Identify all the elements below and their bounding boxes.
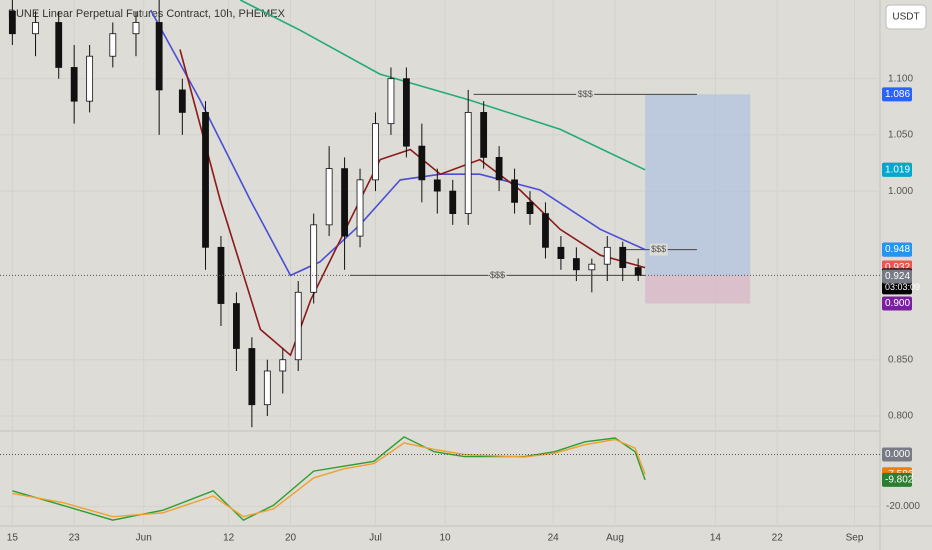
candle-body: [402, 78, 410, 147]
x-tick-label: Aug: [606, 533, 624, 544]
candle-body: [310, 224, 318, 293]
price-tag-label: 0.932: [885, 262, 910, 273]
level-label-bg: [488, 269, 507, 282]
price-tag-label: 1.019: [885, 164, 910, 175]
x-tick-label: 20: [285, 533, 297, 544]
candle-body: [263, 370, 271, 406]
price-tag-label: -9.802: [885, 475, 914, 486]
countdown: 03:03:09: [885, 282, 920, 292]
candle-body: [233, 303, 240, 349]
candle-body: [178, 89, 186, 113]
x-tick-label: 23: [69, 533, 81, 544]
candle-body: [155, 22, 163, 91]
level-label: $$$: [578, 89, 593, 99]
candle-body: [372, 123, 379, 181]
price-tag-label: 1.086: [885, 89, 910, 100]
candle-body: [217, 246, 225, 304]
price-tag: [882, 296, 912, 311]
candle-body: [86, 55, 94, 102]
x-tick-label: 22: [772, 533, 784, 544]
oscillator-line: [12, 436, 646, 521]
price-tag-label: 0.000: [885, 449, 910, 460]
candle-body: [588, 263, 596, 271]
price-tag: [882, 269, 912, 284]
y-tick-label: 1.100: [888, 73, 913, 84]
candle-body: [294, 291, 302, 361]
level-label: $$$: [490, 270, 505, 280]
x-tick-label: 10: [439, 533, 451, 544]
candle-body: [132, 22, 140, 35]
candle-body: [572, 258, 580, 271]
candle-body: [433, 179, 441, 192]
y-tick-label: 0.800: [888, 411, 913, 422]
candle-body: [603, 246, 611, 265]
y-tick-label: 1.000: [888, 186, 913, 197]
chart-title: RUNE Linear Perpetual Futures Contract, …: [8, 8, 286, 20]
level-label: $$$: [651, 244, 666, 254]
candle-body: [32, 22, 39, 35]
x-tick-label: 15: [7, 533, 19, 544]
candle-body: [356, 179, 364, 237]
price-tag: [882, 162, 912, 177]
candle-body: [55, 22, 63, 68]
candle-body: [8, 10, 16, 35]
candle-body: [619, 246, 627, 268]
oscillator-line: [12, 438, 646, 518]
price-tag: [882, 242, 912, 257]
candle-body: [495, 156, 503, 181]
candle-body: [387, 78, 395, 125]
level-label-bg: [576, 88, 595, 101]
price-tag-label: 0.900: [885, 298, 910, 309]
candle-body: [449, 190, 457, 214]
candle-body: [341, 168, 348, 237]
candle-body: [511, 179, 518, 203]
x-tick-label: 24: [548, 533, 560, 544]
price-tag-label: 0.948: [885, 244, 910, 255]
y-tick-label: 1.050: [888, 130, 913, 141]
stop-zone: [645, 275, 751, 304]
moving-average: [239, 0, 646, 171]
candle-body: [279, 359, 287, 372]
price-tag-label: 0.924: [885, 271, 910, 282]
y-tick-label: -20.000: [886, 501, 920, 512]
candle-body: [557, 246, 565, 259]
candle-body: [418, 145, 426, 181]
price-tag: [882, 472, 912, 487]
candle-body: [480, 112, 488, 158]
y-tick-label: 0.850: [888, 354, 913, 365]
x-tick-label: Jul: [369, 533, 382, 544]
candle-body: [526, 201, 534, 214]
moving-average: [149, 9, 646, 277]
currency-button[interactable]: [885, 4, 927, 30]
candle-body: [202, 112, 209, 248]
level-label-bg: [649, 243, 668, 256]
price-tag: [882, 447, 912, 462]
candle-body: [542, 213, 549, 248]
x-tick-label: Sep: [846, 533, 864, 544]
candle-body: [109, 33, 117, 57]
x-tick-label: Jun: [136, 533, 152, 544]
candle-body: [464, 112, 472, 214]
x-tick-label: 12: [223, 533, 235, 544]
moving-average: [179, 49, 646, 357]
candle-body: [634, 267, 642, 276]
candle-body: [70, 67, 78, 102]
price-tag: [882, 87, 912, 102]
currency-label[interactable]: USDT: [892, 12, 919, 23]
candle-body: [248, 348, 256, 406]
x-tick-label: 14: [710, 533, 722, 544]
candle-body: [325, 168, 333, 226]
